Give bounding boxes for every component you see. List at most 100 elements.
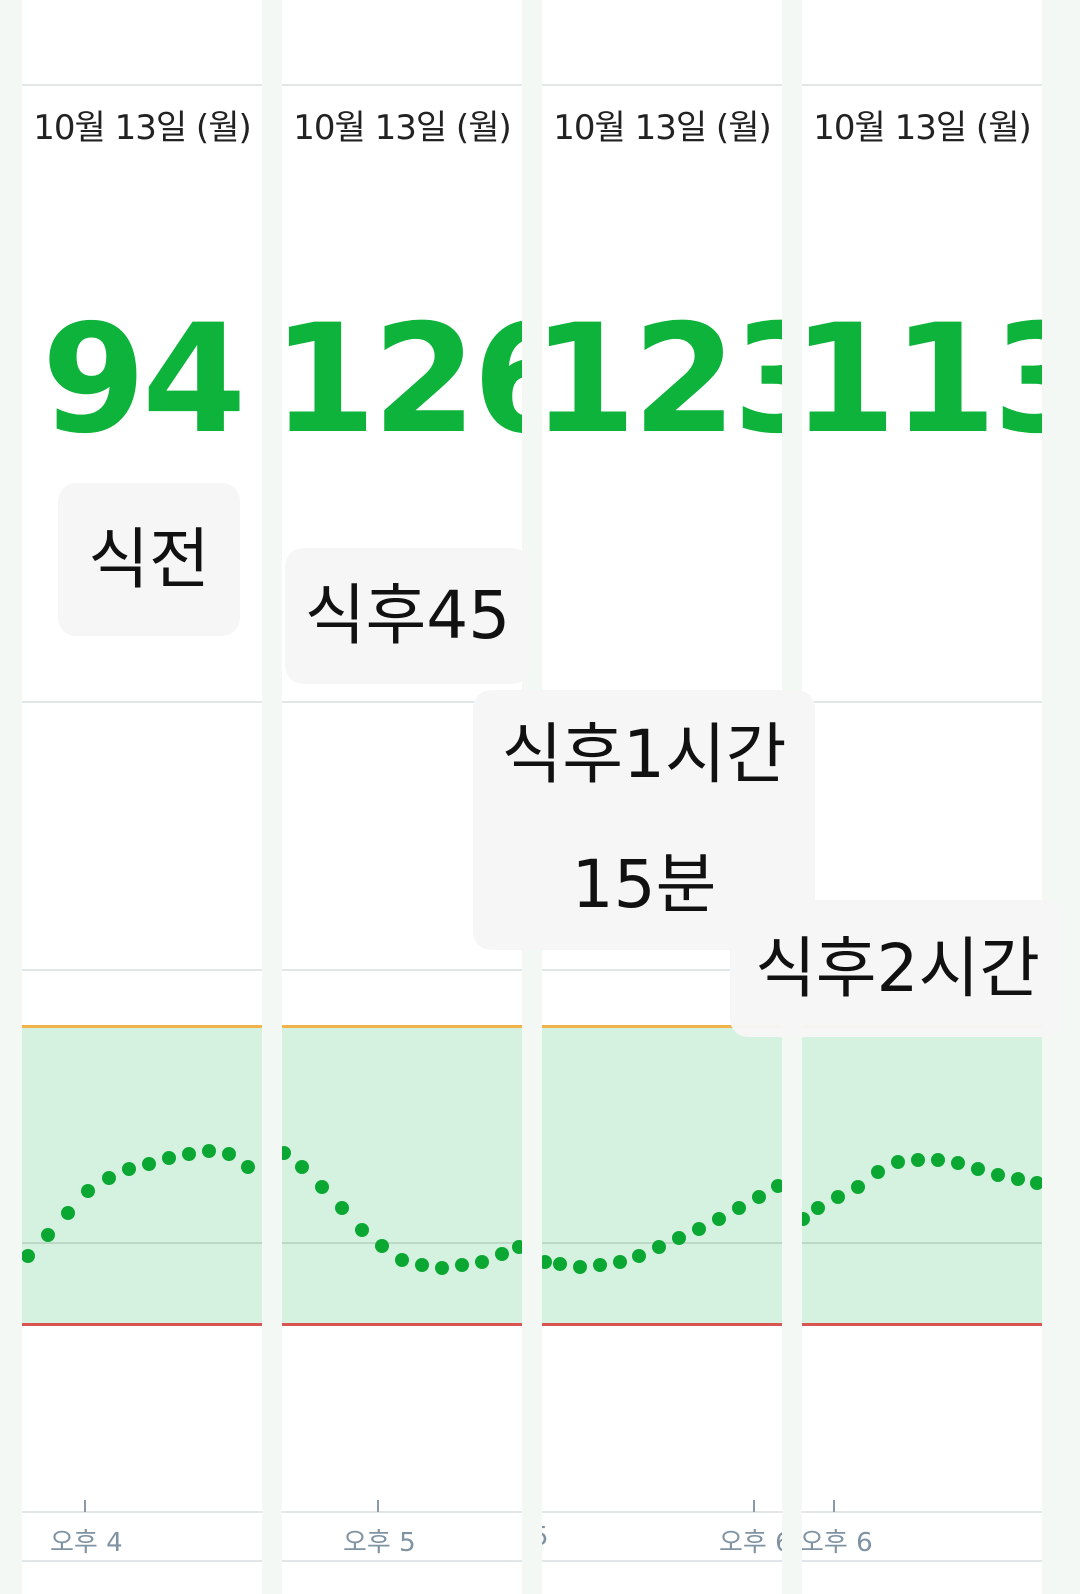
x-tick-label: 오후 4 <box>50 1528 123 1558</box>
divider <box>282 84 522 86</box>
x-tick <box>753 1500 755 1512</box>
glucose-reading-dot <box>355 1223 369 1237</box>
grid-line <box>282 1242 522 1244</box>
glucose-value: 126 <box>282 293 522 467</box>
glucose-reading-dot <box>831 1190 845 1204</box>
glucose-reading-dot <box>295 1160 309 1174</box>
divider <box>802 1560 1042 1562</box>
target-range-band <box>802 1026 1042 1324</box>
low-threshold-line <box>542 1323 782 1326</box>
glucose-reading-dot <box>971 1162 985 1176</box>
tag-before-meal: 식전 <box>58 483 240 636</box>
date-label: 10월 13일 (월) <box>813 108 1032 148</box>
glucose-reading-dot <box>573 1260 587 1274</box>
glucose-reading-dot <box>951 1156 965 1170</box>
high-threshold-line <box>22 1025 262 1028</box>
x-tick-label: 5 <box>542 1522 549 1552</box>
glucose-value: 113 <box>802 293 1042 467</box>
divider <box>542 84 782 86</box>
target-range-band <box>282 1026 522 1324</box>
glucose-reading-dot <box>1011 1172 1025 1186</box>
x-axis <box>22 1511 262 1513</box>
glucose-reading-dot <box>613 1255 627 1269</box>
glucose-reading-dot <box>752 1190 766 1204</box>
glucose-reading-dot <box>282 1146 291 1160</box>
grid-line <box>542 969 782 971</box>
x-axis <box>542 1511 782 1513</box>
glucose-reading-dot <box>202 1144 216 1158</box>
divider <box>542 1560 782 1562</box>
glucose-reading-dot <box>931 1153 945 1167</box>
grid-line <box>282 969 522 971</box>
divider <box>22 84 262 86</box>
glucose-reading-dot <box>142 1157 156 1171</box>
glucose-reading-dot <box>415 1258 429 1272</box>
glucose-reading-dot <box>512 1240 522 1254</box>
x-tick <box>377 1500 379 1512</box>
glucose-reading-dot <box>102 1171 116 1185</box>
glucose-reading-dot <box>911 1153 925 1167</box>
glucose-reading-dot <box>435 1261 449 1275</box>
glucose-value: 123 <box>542 293 782 467</box>
x-tick <box>833 1500 835 1512</box>
divider <box>802 84 1042 86</box>
glucose-reading-dot <box>542 1255 552 1269</box>
glucose-reading-dot <box>162 1151 176 1165</box>
x-tick-label: 오후 6 <box>719 1528 782 1558</box>
grid-line <box>22 1242 262 1244</box>
glucose-reading-dot <box>41 1228 55 1242</box>
date-label: 10월 13일 (월) <box>293 108 512 148</box>
x-axis <box>282 1511 522 1513</box>
glucose-reading-dot <box>182 1147 196 1161</box>
glucose-panel-1: 10월 13일 (월) 94 오후 4 <box>22 0 262 1594</box>
target-range-band <box>542 1026 782 1324</box>
glucose-reading-dot <box>891 1155 905 1169</box>
glucose-reading-dot <box>61 1206 75 1220</box>
glucose-reading-dot <box>593 1258 607 1272</box>
glucose-reading-dot <box>712 1212 726 1226</box>
glucose-reading-dot <box>771 1179 782 1193</box>
glucose-reading-dot <box>692 1222 706 1236</box>
glucose-reading-dot <box>991 1168 1005 1182</box>
x-tick-label: 오후 5 <box>343 1528 416 1558</box>
x-axis <box>802 1511 1042 1513</box>
glucose-reading-dot <box>375 1239 389 1253</box>
grid-line <box>22 701 262 703</box>
grid-line <box>802 1242 1042 1244</box>
tag-after-45: 식후45 <box>285 548 530 684</box>
divider <box>22 1560 262 1562</box>
glucose-reading-dot <box>632 1249 646 1263</box>
glucose-reading-dot <box>81 1184 95 1198</box>
glucose-reading-dot <box>811 1201 825 1215</box>
target-range-band <box>22 1026 262 1324</box>
glucose-reading-dot <box>802 1212 810 1226</box>
grid-line <box>282 701 522 703</box>
low-threshold-line <box>282 1323 522 1326</box>
glucose-reading-dot <box>732 1201 746 1215</box>
high-threshold-line <box>542 1025 782 1028</box>
glucose-reading-dot <box>1030 1176 1042 1190</box>
glucose-value: 94 <box>41 293 247 467</box>
glucose-reading-dot <box>652 1240 666 1254</box>
x-tick-label: 오후 6 <box>802 1528 873 1558</box>
grid-line <box>802 701 1042 703</box>
glucose-reading-dot <box>222 1147 236 1161</box>
glucose-reading-dot <box>335 1201 349 1215</box>
glucose-reading-dot <box>495 1247 509 1261</box>
date-label: 10월 13일 (월) <box>553 108 772 148</box>
glucose-reading-dot <box>241 1160 255 1174</box>
glucose-reading-dot <box>851 1180 865 1194</box>
glucose-reading-dot <box>455 1258 469 1272</box>
glucose-reading-dot <box>22 1249 35 1263</box>
glucose-reading-dot <box>553 1257 567 1271</box>
glucose-reading-dot <box>871 1165 885 1179</box>
glucose-panel-4: 10월 13일 (월) 113 오후 6 <box>802 0 1042 1594</box>
grid-line <box>22 969 262 971</box>
glucose-reading-dot <box>315 1180 329 1194</box>
glucose-reading-dot <box>475 1255 489 1269</box>
glucose-reading-dot <box>122 1162 136 1176</box>
date-label: 10월 13일 (월) <box>33 108 252 148</box>
low-threshold-line <box>22 1323 262 1326</box>
glucose-reading-dot <box>395 1253 409 1267</box>
x-tick <box>84 1500 86 1512</box>
